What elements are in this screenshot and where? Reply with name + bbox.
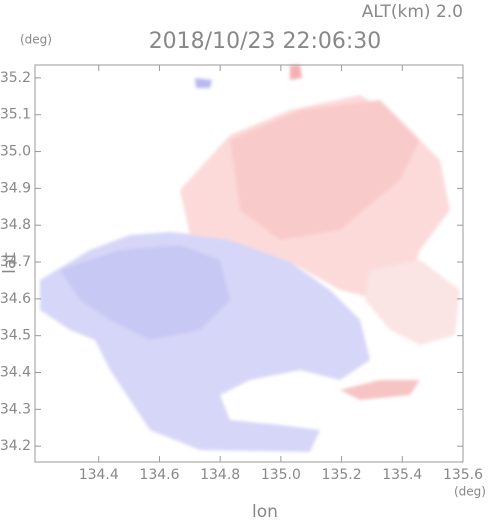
- x-tick-label: 135.6: [443, 467, 483, 483]
- y-tick-label: 35.2: [0, 70, 31, 86]
- y-tick-label: 34.8: [0, 217, 31, 233]
- y-tick-label: 35.1: [0, 107, 31, 123]
- x-unit: (deg): [454, 485, 486, 499]
- x-axis-label: lon: [252, 502, 278, 521]
- x-tick-label: 135.4: [382, 467, 422, 483]
- x-tick-label: 134.4: [79, 467, 119, 483]
- y-unit: (deg): [20, 33, 52, 47]
- plot-frame: [34, 64, 464, 463]
- y-tick-label: 34.5: [0, 328, 31, 344]
- x-tick-label: 135.0: [261, 467, 301, 483]
- x-tick-label: 135.2: [322, 467, 362, 483]
- subtitle: ALT(km) 2.0: [362, 2, 463, 22]
- x-tick-label: 134.6: [139, 467, 179, 483]
- y-tick-label: 34.3: [0, 401, 31, 417]
- y-axis-label: lat: [0, 252, 20, 274]
- y-tick-label: 34.7: [0, 254, 31, 270]
- y-tick-label: 35.0: [0, 144, 31, 160]
- chart-title: 2018/10/23 22:06:30: [149, 29, 382, 54]
- y-tick-label: 34.9: [0, 180, 31, 196]
- y-tick-label: 34.4: [0, 365, 31, 381]
- y-tick-label: 34.6: [0, 291, 31, 307]
- y-tick-label: 34.2: [0, 438, 31, 454]
- x-tick-label: 134.8: [200, 467, 240, 483]
- radar-echo: [40, 65, 460, 452]
